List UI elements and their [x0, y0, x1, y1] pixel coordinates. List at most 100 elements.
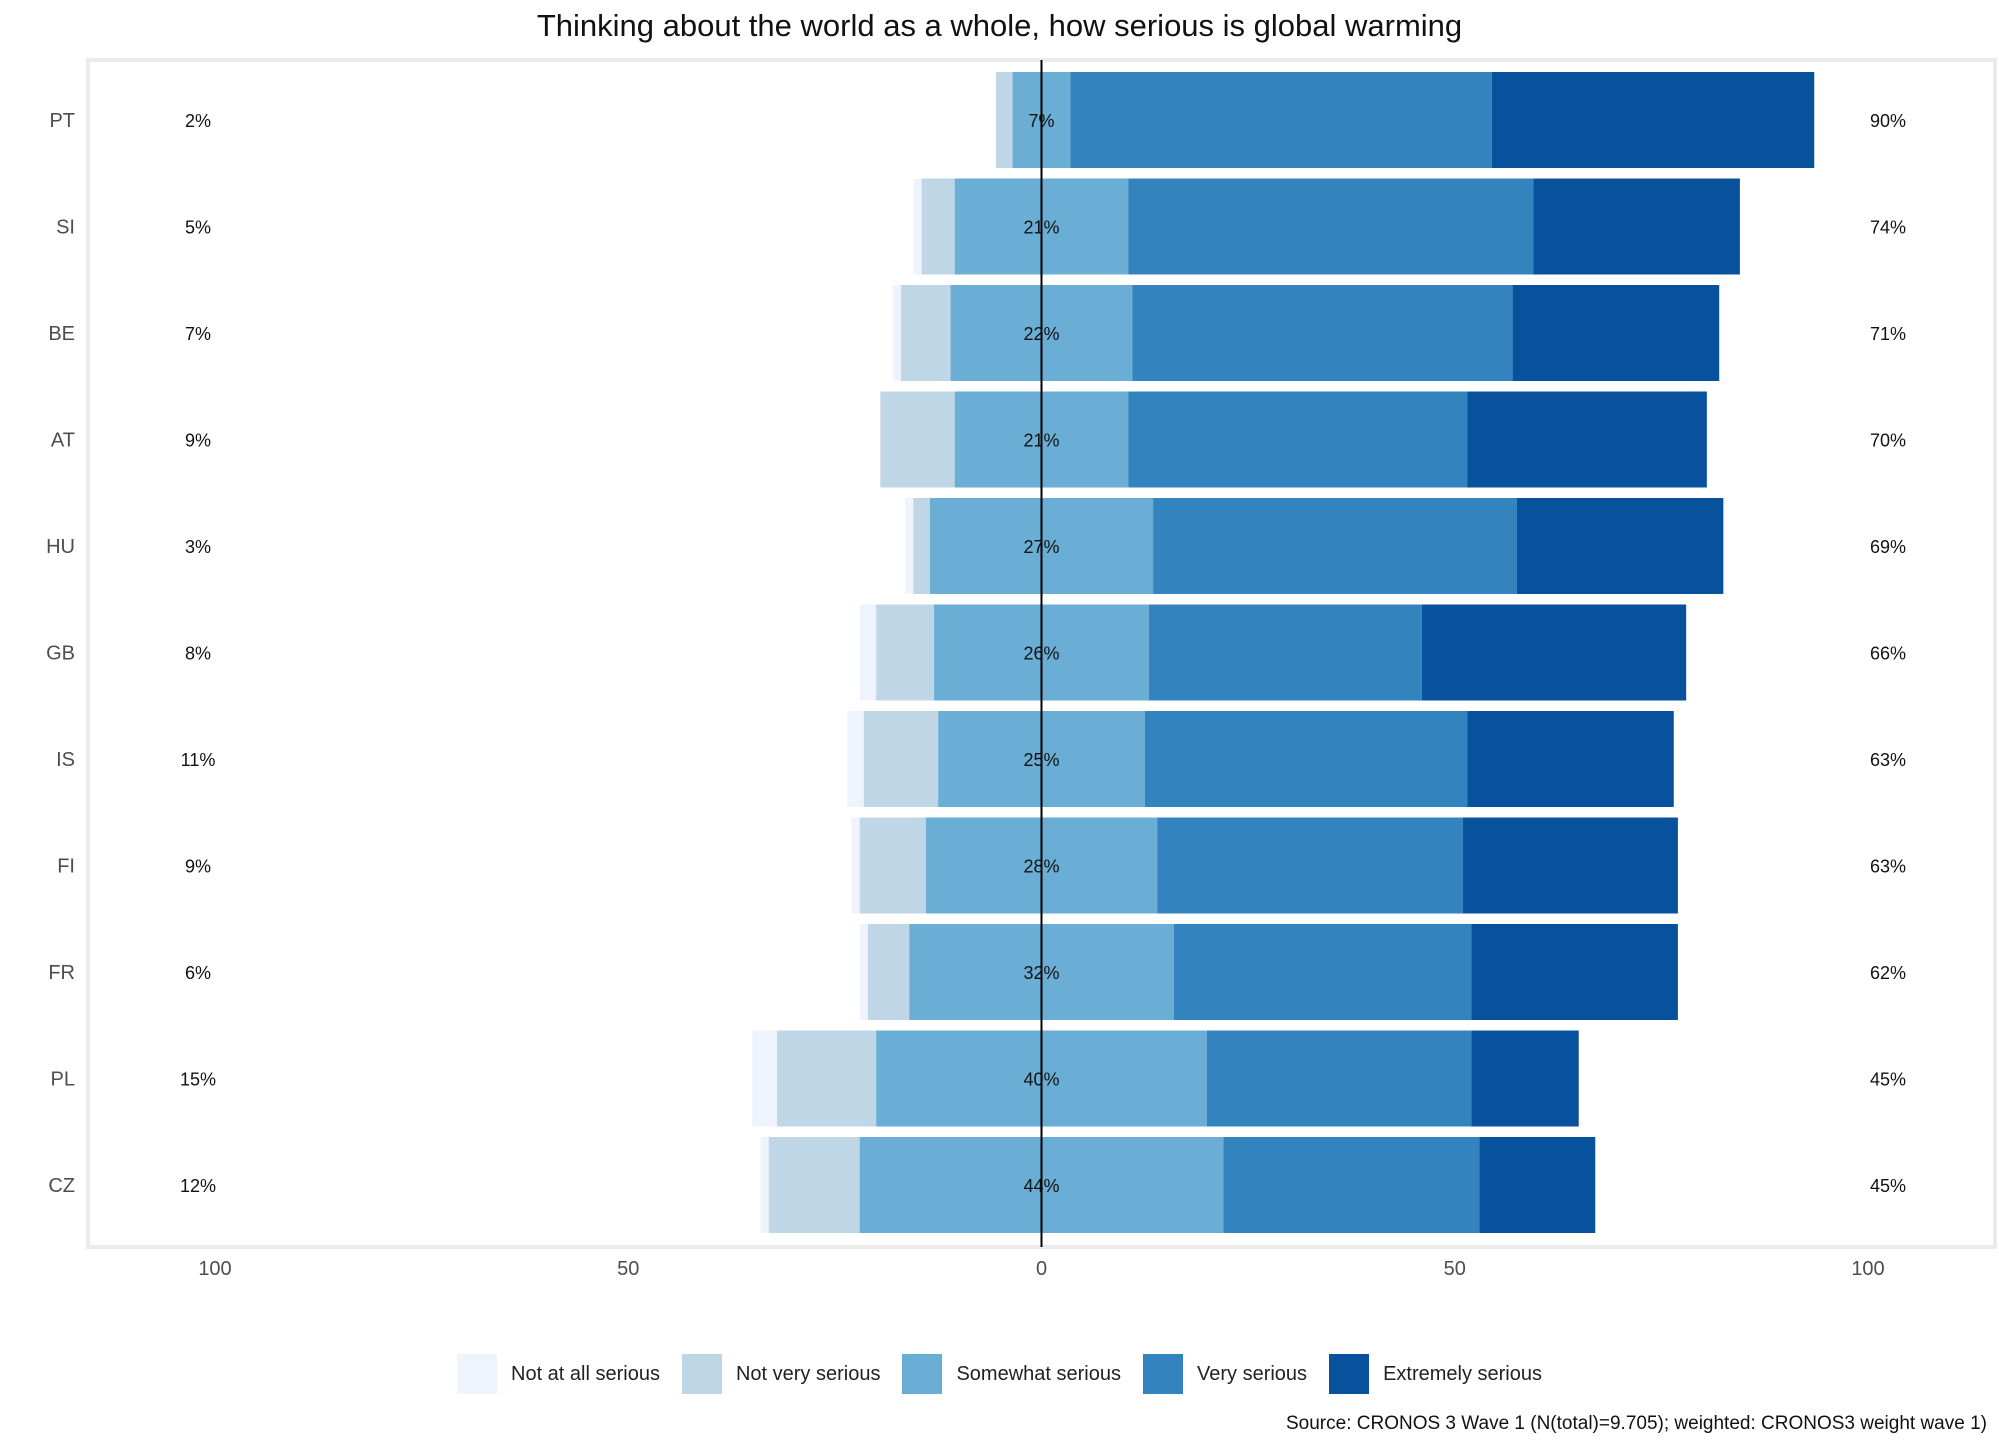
center-percent-label: 7%: [1028, 111, 1054, 131]
bar-si-not-very-serious: [921, 178, 955, 275]
legend-swatch: [1143, 1354, 1183, 1394]
y-tick-label: PT: [49, 110, 75, 132]
left-percent-label: 9%: [185, 857, 211, 877]
y-tick-label: GB: [46, 643, 75, 665]
legend-label: Very serious: [1197, 1362, 1308, 1385]
bar-gb-extremely-serious: [1421, 604, 1687, 701]
legend-label: Somewhat serious: [956, 1362, 1121, 1385]
left-percent-label: 3%: [185, 537, 211, 557]
bar-pl-extremely-serious: [1471, 1030, 1579, 1127]
center-percent-label: 32%: [1023, 963, 1059, 983]
bar-cz-extremely-serious: [1479, 1137, 1596, 1233]
bar-fi-not-very-serious: [859, 817, 926, 914]
bar-fr-extremely-serious: [1471, 924, 1678, 1020]
legend-item-very-serious: Very serious: [1143, 1354, 1307, 1394]
right-percent-label: 63%: [1870, 750, 1906, 770]
y-tick-label: FR: [48, 962, 75, 984]
bar-hu-extremely-serious: [1516, 498, 1724, 594]
center-percent-label: 28%: [1023, 857, 1059, 877]
center-percent-label: 27%: [1023, 537, 1059, 557]
bar-gb-not-at-all-serious: [859, 604, 877, 701]
legend-item-not-at-all-serious: Not at all serious: [457, 1354, 660, 1394]
bar-pt-very-serious: [1070, 72, 1492, 168]
right-percent-label: 69%: [1870, 537, 1906, 557]
legend-label: Extremely serious: [1383, 1362, 1542, 1385]
bar-at-very-serious: [1128, 391, 1468, 488]
left-percent-label: 12%: [180, 1176, 216, 1196]
legend-label: Not at all serious: [511, 1362, 660, 1385]
left-percent-label: 9%: [185, 431, 211, 451]
right-percent-label: 74%: [1870, 218, 1906, 238]
bar-segments: [752, 72, 1815, 1233]
bar-cz-not-at-all-serious: [760, 1137, 769, 1233]
x-tick-label: 100: [1851, 1258, 1884, 1280]
y-tick-label: HU: [46, 536, 75, 558]
legend-swatch: [1329, 1354, 1370, 1394]
legend-item-somewhat-serious: Somewhat serious: [902, 1354, 1121, 1394]
bar-fr-not-very-serious: [867, 924, 910, 1020]
right-percent-label: 62%: [1870, 963, 1906, 983]
legend-item-not-very-serious: Not very serious: [681, 1354, 881, 1394]
right-percent-label: 45%: [1870, 1070, 1906, 1090]
value-labels: 2% 7% 90% 5% 21% 74% 7% 22% 71% 9% 21% 70% 3% 27% 69% 8…: [180, 111, 1906, 1196]
bar-hu-very-serious: [1153, 498, 1517, 594]
y-tick-label: CZ: [48, 1175, 75, 1197]
center-percent-label: 21%: [1023, 431, 1059, 451]
right-percent-label: 70%: [1870, 431, 1906, 451]
bar-gb-not-very-serious: [876, 604, 935, 701]
y-tick-label: IS: [56, 749, 75, 771]
bar-fr-very-serious: [1173, 924, 1472, 1020]
x-tick-label: 0: [1036, 1258, 1047, 1280]
bar-at-extremely-serious: [1467, 391, 1707, 488]
bar-fi-extremely-serious: [1463, 817, 1678, 914]
bar-hu-not-very-serious: [913, 498, 930, 594]
bar-is-not-very-serious: [863, 711, 939, 807]
left-percent-label: 6%: [185, 963, 211, 983]
chart-title: Thinking about the world as a whole, how…: [536, 8, 1463, 43]
y-tick-label: AT: [51, 430, 75, 452]
right-percent-label: 90%: [1870, 111, 1906, 131]
legend-label: Not very serious: [735, 1362, 881, 1385]
bar-is-extremely-serious: [1467, 711, 1674, 807]
left-percent-label: 5%: [185, 218, 211, 238]
bar-si-not-at-all-serious: [913, 178, 922, 275]
bar-at-not-very-serious: [880, 391, 955, 488]
bar-hu-not-at-all-serious: [905, 498, 914, 594]
legend-swatch: [457, 1354, 497, 1394]
center-percent-label: 25%: [1023, 750, 1059, 770]
bar-pl-not-at-all-serious: [752, 1030, 778, 1127]
center-percent-label: 26%: [1023, 644, 1059, 664]
bar-be-very-serious: [1132, 285, 1513, 381]
legend-item-extremely-serious: Extremely serious: [1329, 1354, 1542, 1394]
bar-be-extremely-serious: [1512, 285, 1720, 381]
left-percent-label: 8%: [185, 644, 211, 664]
bar-fr-not-at-all-serious: [859, 924, 868, 1020]
y-tick-label: PL: [51, 1069, 75, 1091]
bar-is-very-serious: [1144, 711, 1468, 807]
bar-si-very-serious: [1128, 178, 1534, 275]
right-percent-label: 63%: [1870, 857, 1906, 877]
legend-swatch: [681, 1354, 722, 1394]
bar-fi-not-at-all-serious: [851, 817, 860, 914]
center-percent-label: 40%: [1023, 1070, 1059, 1090]
bar-fi-very-serious: [1157, 817, 1464, 914]
left-percent-label: 11%: [181, 750, 216, 770]
source-note: Source: CRONOS 3 Wave 1 (N(total)=9.705)…: [1286, 1413, 1987, 1434]
center-percent-label: 44%: [1023, 1176, 1059, 1196]
bar-cz-not-very-serious: [768, 1137, 860, 1233]
bar-pt-extremely-serious: [1491, 72, 1815, 168]
legend: Not at all serious Not very serious Somewh…: [0, 1354, 1999, 1394]
bar-be-not-very-serious: [900, 285, 951, 381]
legend-swatch: [902, 1354, 943, 1394]
right-percent-label: 71%: [1870, 324, 1906, 344]
right-percent-label: 66%: [1870, 644, 1906, 664]
y-tick-label: SI: [56, 217, 75, 239]
bar-si-extremely-serious: [1533, 178, 1740, 275]
bar-is-not-at-all-serious: [847, 711, 864, 807]
bar-gb-very-serious: [1148, 604, 1422, 701]
bar-cz-very-serious: [1223, 1137, 1480, 1233]
left-percent-label: 2%: [185, 111, 211, 131]
right-percent-label: 45%: [1870, 1176, 1906, 1196]
bar-pt-not-very-serious: [996, 72, 1013, 168]
